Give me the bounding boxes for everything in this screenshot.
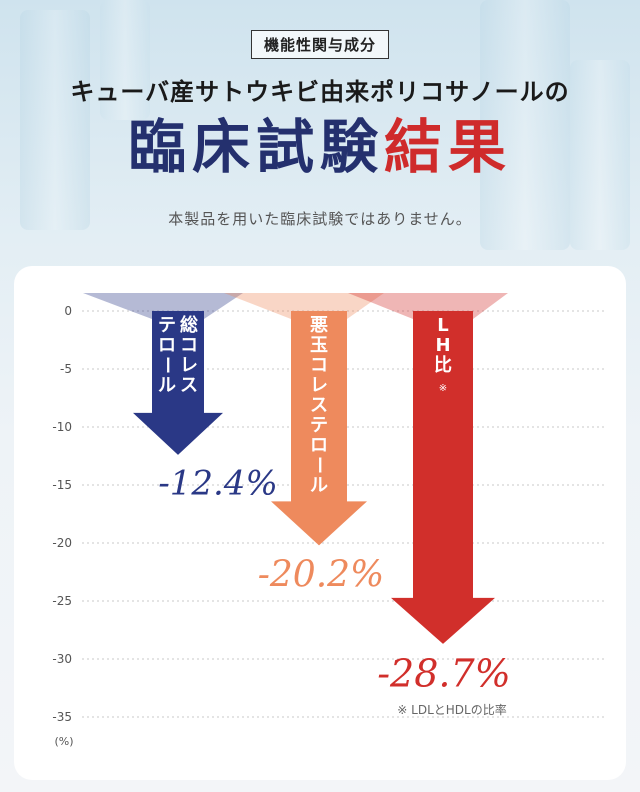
y-tick-label: -35 [52,710,72,724]
disclaimer-note: 本製品を用いた臨床試験ではありません。 [168,210,472,228]
series-label-char: レ [310,375,328,396]
y-tick-label: -5 [60,362,72,376]
series-label-char: テ [310,415,328,436]
value-label: -28.7% [377,651,511,695]
result-chart: 0-5-10-15-20-25-30-35(%)総コレステロール-12.4%悪玉… [52,293,604,748]
series-label-char: H [435,335,450,356]
value-label: -12.4% [158,463,278,503]
title-red-part: 結果 [384,113,513,181]
page-title: 臨床試験結果 [0,112,640,182]
bar-arrow [391,311,495,644]
series-label-char: ル [310,475,328,496]
series-label-char: コ [310,355,328,376]
series-label-char: レ [180,355,198,376]
y-tick-label: -20 [52,536,72,550]
series-label-mark: ※ [439,383,447,394]
series-label-char: ス [310,395,328,416]
title-blue-part: 臨床試験 [127,113,384,181]
background-glassware [20,10,90,230]
series-label-char: 悪 [310,315,328,336]
series-label-char: ー [308,456,329,474]
background-glassware [100,0,150,120]
chart-footnote: ※ LDLとHDLの比率 [397,702,506,717]
y-tick-label: -25 [52,594,72,608]
background-glassware [570,60,630,250]
background-glassware [480,0,570,250]
series-label-char: ロ [310,435,328,456]
y-tick-label: -30 [52,652,72,666]
bar-arrow [133,311,223,455]
y-unit-label: (%) [54,735,73,748]
series-label-char: 比 [434,355,452,376]
bar-arrow [271,311,367,546]
ingredient-badge: 機能性関与成分 [250,30,390,59]
series-label-char: 玉 [310,335,328,356]
series-label-char: テ [158,315,176,336]
chart-panel: 0 -5 -10 -15 -20 -25 -30 -35 (%) 総コレステロール -12.4% 悪玉… [14,266,626,780]
y-tick-label: -10 [52,420,72,434]
value-label: -20.2% [258,554,385,595]
series-label-char: ル [158,375,176,396]
y-tick-label: 0 [64,304,72,318]
series-label-char: コ [180,335,198,356]
y-tick-label: -15 [52,478,72,492]
page-subtitle: キューバ産サトウキビ由来ポリコサノールの [70,78,570,106]
series-label-char: 総 [180,314,198,336]
series-label-char: ー [156,356,177,374]
series-label-char: ス [180,375,198,396]
series-label-char: L [437,315,448,336]
series-label-char: ロ [158,335,176,356]
